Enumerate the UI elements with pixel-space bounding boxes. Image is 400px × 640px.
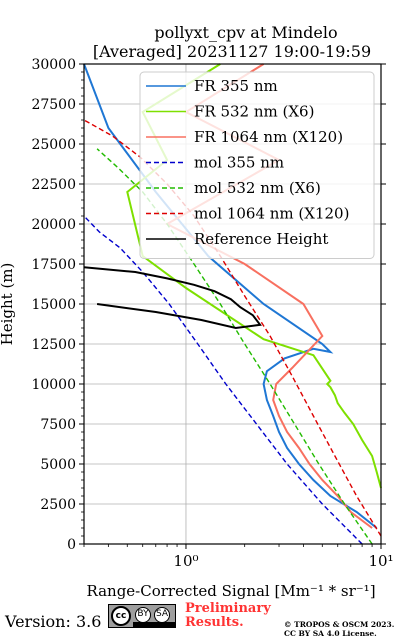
y-tick-label: 15000 — [31, 297, 76, 313]
copyright-line-1: © TROPOS & OSCM 2023. — [284, 620, 395, 629]
legend-label-1: FR 532 nm (X6) — [194, 103, 314, 121]
series-line-4 — [96, 148, 373, 545]
series-line-3 — [83, 215, 363, 545]
series-line-1 — [126, 63, 382, 489]
series-line-6 — [83, 266, 262, 330]
legend-label-2: FR 1064 nm (X120) — [194, 128, 343, 146]
preliminary-note: Preliminary Results. — [185, 602, 271, 630]
legend-label-0: FR 355 nm — [194, 77, 278, 95]
y-tick-label: 2500 — [40, 497, 76, 513]
axes: 0 2500 5000 7500 10000 12500 15000 17500 20000 22… — [31, 57, 393, 570]
preliminary-line-2: Results. — [185, 615, 244, 630]
legend: FR 355 nm FR 532 nm (X6) FR 1064 nm (X120)… — [139, 71, 375, 259]
cc-icon: cc — [111, 606, 131, 626]
y-tick-label: 12500 — [31, 337, 76, 353]
y-tick-label: 5000 — [40, 457, 76, 473]
x-axis-label: Range-Corrected Signal [Mm⁻¹ * sr⁻¹] — [86, 582, 375, 600]
y-tick-label: 17500 — [31, 257, 76, 273]
y-tick-label: 7500 — [40, 417, 76, 433]
chart-subtitle: [Averaged] 20231127 19:00-19:59 — [93, 42, 371, 61]
legend-label-6: Reference Height — [194, 230, 328, 248]
y-tick-label: 22500 — [31, 177, 76, 193]
y-tick-label: 30000 — [31, 57, 76, 73]
series-line-0 — [83, 63, 378, 529]
y-tick-label: 25000 — [31, 137, 76, 153]
legend-box — [139, 71, 375, 259]
y-tick-label: 20000 — [31, 217, 76, 233]
cc-license-badge[interactable]: cc BY SA — [108, 604, 176, 628]
y-axis-label: Height (m) — [0, 263, 16, 346]
copyright-note: © TROPOS & OSCM 2023. CC BY SA 4.0 Licen… — [284, 620, 394, 638]
legend-label-5: mol 1064 nm (X120) — [194, 205, 349, 223]
y-tick-label: 0 — [67, 537, 76, 553]
preliminary-line-1: Preliminary — [185, 601, 271, 616]
legend-label-3: mol 355 nm — [194, 154, 284, 172]
x-tick-label: 10⁰ — [173, 552, 198, 570]
version-label: Version: 3.6 — [5, 612, 102, 631]
copyright-line-2: CC BY SA 4.0 License. — [284, 629, 377, 638]
footer: Version: 3.6 cc BY SA Preliminary Result… — [0, 600, 400, 640]
by-icon: BY — [135, 607, 151, 623]
chart-title: pollyxt_cpv at Mindelo — [154, 23, 337, 42]
badge-strip — [133, 622, 175, 627]
y-tick-label: 27500 — [31, 97, 76, 113]
chart: pollyxt_cpv at Mindelo [Averaged] 202311… — [0, 23, 394, 600]
x-tick-label: 10¹ — [368, 552, 393, 570]
sa-icon: SA — [154, 607, 170, 623]
y-tick-label: 10000 — [31, 377, 76, 393]
legend-label-4: mol 532 nm (X6) — [194, 179, 321, 197]
